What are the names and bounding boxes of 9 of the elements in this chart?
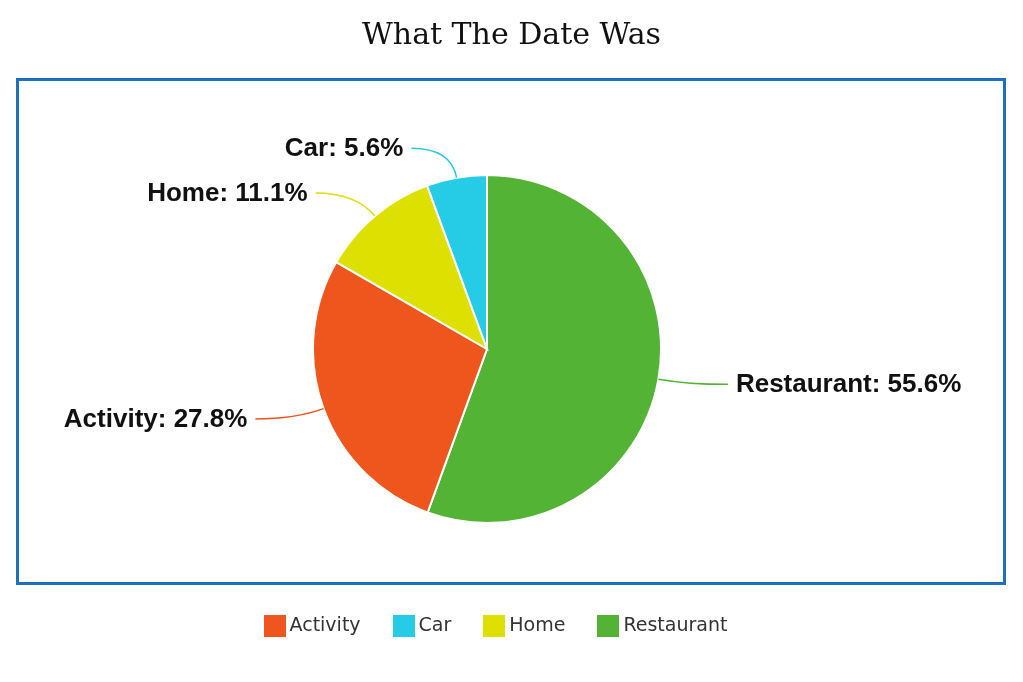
data-label: Car: 5.6% (284, 132, 404, 163)
data-label: Restaurant: 55.6% (735, 368, 962, 399)
chart-title: What The Date Was (360, 16, 663, 51)
legend-label: Car (418, 613, 452, 635)
legend-label: Activity (289, 613, 361, 635)
legend-label: Restaurant (623, 613, 728, 635)
data-label: Home: 11.1% (147, 176, 308, 207)
data-label: Activity: 27.8% (63, 402, 248, 433)
legend-label: Home (509, 613, 566, 635)
